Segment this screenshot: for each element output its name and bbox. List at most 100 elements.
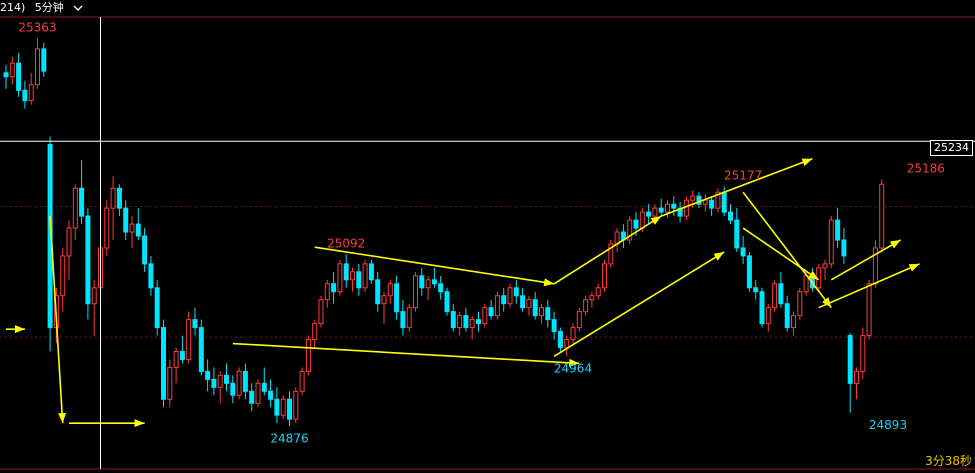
candle [217,371,223,404]
candle-body [110,187,116,209]
candle-body [173,350,179,368]
candle-body [356,271,362,289]
candle [230,375,236,404]
candle-body [646,211,652,217]
candle [608,240,614,268]
candle-body [501,295,507,305]
candle-body [847,335,853,384]
trend-arrow-shaft [818,263,920,309]
candle-body [79,187,85,217]
candle-body [419,275,425,289]
candle [482,303,488,328]
candle-body [406,307,412,329]
candle [60,247,66,312]
candle [791,311,796,336]
candle-body [602,263,607,289]
candle [696,192,702,209]
candle [431,267,437,288]
price-annotation: 24964 [554,361,592,375]
candle [539,303,544,324]
candle-body [413,275,418,309]
candle [576,307,582,332]
candle-body [104,207,110,249]
candle [318,295,324,328]
candle-body [633,219,639,229]
candle [179,335,185,364]
trend-arrow-shaft [553,215,662,285]
period-label: 5分钟 [34,1,64,14]
candle-body [570,327,576,341]
candle-body [778,283,784,305]
countdown-timer: 3分38秒 [925,454,972,468]
candle-body [287,398,292,420]
candle-body [702,199,708,205]
candle [715,188,721,213]
candle [671,196,677,217]
instrument-code: 214) [0,1,26,14]
candle [173,347,179,384]
candle [186,311,192,364]
candle-body [835,219,841,241]
candle [457,311,463,336]
trend-arrow-head [889,240,901,249]
candle [167,359,173,408]
candle [646,204,652,225]
candle-body [312,323,318,341]
candle-body [161,327,166,400]
candle-body [142,235,148,265]
candle-body [179,350,185,360]
trend-arrow [6,325,25,334]
candle [677,201,683,223]
candle [22,80,28,109]
candle [41,42,47,77]
trend-arrow [553,215,662,285]
candle-body [551,319,557,333]
candle [450,303,456,332]
candle-body [488,307,494,317]
candle [778,271,784,308]
candle [154,279,160,336]
candle-body [91,287,97,305]
candle-body [438,283,444,293]
candle [683,196,689,221]
candle [368,259,374,284]
candle [3,64,9,89]
candle [734,208,740,252]
trend-arrow-head [14,325,25,334]
candle-body [123,207,129,233]
candle-body [753,287,759,293]
candle [828,216,834,268]
candle-body [324,283,330,301]
candle-body [671,203,677,209]
candle [400,299,406,336]
candle-body [394,283,400,313]
candle-body [198,327,204,372]
candle-body [350,271,355,281]
candle [444,287,450,316]
trend-arrow-shaft [232,342,580,365]
candle [192,307,198,336]
candle [268,379,274,408]
candle [406,303,412,332]
candle-body [16,62,22,91]
candle [337,259,343,296]
candle-body [740,247,746,257]
candle-body [242,370,248,392]
candle [211,367,217,396]
period-selector[interactable]: 5分钟 [35,1,84,14]
candle-body [854,370,859,384]
trend-arrow-shaft [49,216,64,424]
price-annotation: 25186 [907,161,945,175]
candle [740,236,746,264]
candle-body [129,223,135,233]
price-annotation: 24876 [270,431,308,445]
candle [841,228,847,264]
candle-body [482,307,488,325]
trend-arrow-head [650,216,662,225]
trend-arrow-head [713,251,725,261]
candle-body [375,279,381,305]
candle [242,363,248,400]
candle-body [683,199,689,217]
candle-body [652,207,658,217]
